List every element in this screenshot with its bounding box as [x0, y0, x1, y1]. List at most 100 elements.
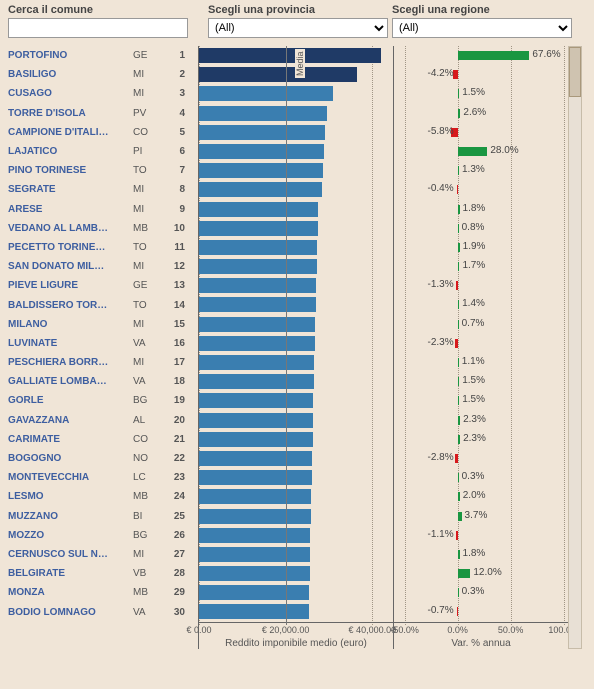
table-row[interactable]: BASILIGOMI2 — [8, 65, 198, 84]
table-row[interactable]: ARESEMI9 — [8, 200, 198, 219]
variation-bar[interactable] — [458, 550, 460, 559]
reddito-bar[interactable] — [199, 125, 325, 140]
variation-label: -2.8% — [428, 452, 454, 463]
variation-bar[interactable] — [457, 607, 458, 616]
variation-bar[interactable] — [455, 339, 457, 348]
variation-bar[interactable] — [458, 320, 459, 329]
table-row[interactable]: CERNUSCO SUL N…MI27 — [8, 545, 198, 564]
table-row[interactable]: GAVAZZANAAL20 — [8, 411, 198, 430]
table-row[interactable]: BELGIRATEVB28 — [8, 564, 198, 583]
table-row[interactable]: BALDISSERO TOR…TO14 — [8, 295, 198, 314]
reddito-bar[interactable] — [199, 374, 314, 389]
variation-bar[interactable] — [457, 185, 458, 194]
province-code: MB — [133, 223, 161, 234]
variation-bar[interactable] — [458, 492, 460, 501]
variation-bar[interactable] — [458, 569, 471, 578]
reddito-bar[interactable] — [199, 509, 311, 524]
table-row[interactable]: LESMOMB24 — [8, 487, 198, 506]
variation-bar[interactable] — [458, 416, 460, 425]
variation-bar[interactable] — [458, 512, 462, 521]
search-input[interactable] — [8, 18, 188, 38]
table-row[interactable]: PECETTO TORINE…TO11 — [8, 238, 198, 257]
table-row[interactable]: MONTEVECCHIALC23 — [8, 468, 198, 487]
reddito-bar[interactable] — [199, 202, 318, 217]
reddito-bar[interactable] — [199, 489, 311, 504]
variation-bar[interactable] — [458, 473, 459, 482]
table-row[interactable]: SAN DONATO MIL…MI12 — [8, 257, 198, 276]
table-row[interactable]: CARIMATECO21 — [8, 430, 198, 449]
scrollbar[interactable] — [568, 46, 582, 649]
variation-bar[interactable] — [458, 89, 460, 98]
variation-bar[interactable] — [458, 166, 459, 175]
variation-bar[interactable] — [458, 51, 530, 60]
table-row[interactable]: MOZZOBG26 — [8, 526, 198, 545]
reddito-bar[interactable] — [199, 278, 316, 293]
table-row[interactable]: BODIO LOMNAGOVA30 — [8, 602, 198, 621]
table-row[interactable]: SEGRATEMI8 — [8, 180, 198, 199]
reddito-bar[interactable] — [199, 182, 322, 197]
reddito-bar[interactable] — [199, 297, 316, 312]
reddito-bar[interactable] — [199, 566, 310, 581]
table-row[interactable]: TORRE D'ISOLAPV4 — [8, 104, 198, 123]
reddito-bar[interactable] — [199, 221, 318, 236]
reddito-bar[interactable] — [199, 48, 381, 63]
provincia-select[interactable]: (All) — [208, 18, 388, 38]
table-row[interactable]: MONZAMB29 — [8, 583, 198, 602]
reddito-bar[interactable] — [199, 86, 333, 101]
table-row[interactable]: CAMPIONE D'ITALI…CO5 — [8, 123, 198, 142]
reddito-bar[interactable] — [199, 528, 310, 543]
table-row[interactable]: GALLIATE LOMBA…VA18 — [8, 372, 198, 391]
variation-bar-row: 1.5% — [394, 372, 568, 391]
reddito-bar[interactable] — [199, 355, 314, 370]
reddito-bar[interactable] — [199, 432, 313, 447]
variation-bar[interactable] — [458, 109, 461, 118]
variation-label: 3.7% — [465, 510, 488, 521]
scrollbar-thumb[interactable] — [569, 47, 581, 97]
reddito-bar[interactable] — [199, 163, 323, 178]
province-code: BG — [133, 530, 161, 541]
reddito-bar[interactable] — [199, 317, 315, 332]
reddito-bar[interactable] — [199, 67, 357, 82]
variation-bar[interactable] — [458, 205, 460, 214]
table-row[interactable]: LUVINATEVA16 — [8, 334, 198, 353]
variation-bar[interactable] — [458, 262, 460, 271]
table-row[interactable]: GORLEBG19 — [8, 391, 198, 410]
variation-bar[interactable] — [458, 300, 459, 309]
reddito-bar[interactable] — [199, 547, 310, 562]
table-row[interactable]: MILANOMI15 — [8, 315, 198, 334]
variation-bar[interactable] — [455, 454, 458, 463]
reddito-bar[interactable] — [199, 470, 312, 485]
reddito-bar[interactable] — [199, 336, 315, 351]
province-code: VA — [133, 376, 161, 387]
variation-bar[interactable] — [458, 243, 460, 252]
reddito-bar[interactable] — [199, 604, 309, 619]
table-row[interactable]: BOGOGNONO22 — [8, 449, 198, 468]
table-row[interactable]: MUZZANOBI25 — [8, 507, 198, 526]
variation-bar[interactable] — [458, 435, 460, 444]
reddito-bar[interactable] — [199, 413, 313, 428]
variation-bar[interactable] — [458, 588, 459, 597]
table-row[interactable]: PIEVE LIGUREGE13 — [8, 276, 198, 295]
table-row[interactable]: PESCHIERA BORR…MI17 — [8, 353, 198, 372]
table-row[interactable]: LAJATICOPI6 — [8, 142, 198, 161]
table-row[interactable]: PINO TORINESETO7 — [8, 161, 198, 180]
table-row[interactable]: CUSAGOMI3 — [8, 84, 198, 103]
reddito-bar[interactable] — [199, 393, 313, 408]
variation-bar[interactable] — [456, 281, 457, 290]
variation-bar[interactable] — [458, 147, 488, 156]
reddito-bar[interactable] — [199, 259, 317, 274]
reddito-bar[interactable] — [199, 451, 312, 466]
reddito-bar[interactable] — [199, 144, 324, 159]
reddito-bar[interactable] — [199, 240, 317, 255]
table-row[interactable]: VEDANO AL LAMB…MB10 — [8, 219, 198, 238]
table-row[interactable]: PORTOFINOGE1 — [8, 46, 198, 65]
regione-select[interactable]: (All) — [392, 18, 572, 38]
reddito-bar[interactable] — [199, 106, 327, 121]
variation-bar[interactable] — [458, 377, 460, 386]
variation-bar[interactable] — [456, 531, 457, 540]
reddito-bar[interactable] — [199, 585, 309, 600]
variation-bar[interactable] — [458, 358, 459, 367]
municipality-name: SAN DONATO MIL… — [8, 261, 133, 272]
variation-bar[interactable] — [458, 396, 460, 405]
variation-bar[interactable] — [458, 224, 459, 233]
